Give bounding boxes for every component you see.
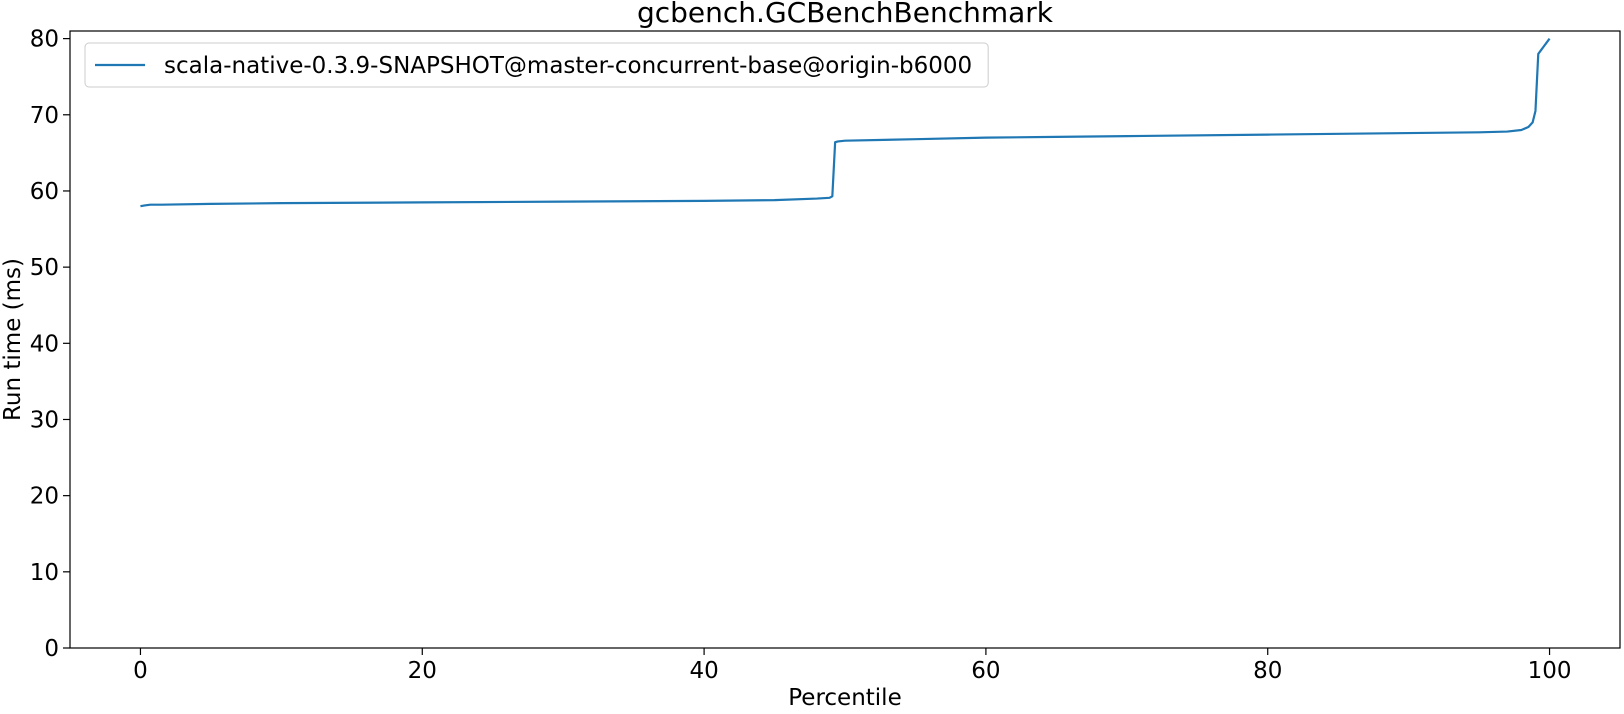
x-tick-label: 0 (133, 658, 148, 684)
series-line-0 (140, 37, 1551, 208)
x-tick-label: 100 (1528, 658, 1572, 684)
y-axis-ticks: 0 10 20 30 40 50 60 70 80 (30, 27, 70, 662)
x-tick-label: 40 (689, 658, 718, 684)
y-tick-label: 30 (30, 407, 59, 433)
y-tick-label: 50 (30, 255, 59, 281)
y-tick-label: 70 (30, 103, 59, 129)
y-tick-label: 60 (30, 179, 59, 205)
x-tick-label: 20 (408, 658, 437, 684)
x-axis-ticks: 0 20 40 60 80 100 (133, 648, 1571, 684)
plot-area (69, 30, 1621, 649)
legend-label: scala-native-0.3.9-SNAPSHOT@master-concu… (164, 53, 972, 79)
plot-frame (69, 30, 1621, 649)
legend-box (84, 42, 989, 88)
x-axis-label: Percentile (788, 685, 901, 710)
y-tick-label: 0 (44, 636, 59, 662)
legend: scala-native-0.3.9-SNAPSHOT@master-concu… (84, 42, 989, 88)
y-tick-label: 10 (30, 560, 59, 586)
chart-title: gcbench.GCBenchBenchmark (637, 0, 1054, 29)
y-tick-label: 80 (30, 27, 59, 53)
y-tick-label: 20 (30, 484, 59, 510)
x-tick-label: 80 (1253, 658, 1282, 684)
y-axis-label: Run time (ms) (0, 258, 26, 421)
x-tick-label: 60 (971, 658, 1000, 684)
y-tick-label: 40 (30, 331, 59, 357)
